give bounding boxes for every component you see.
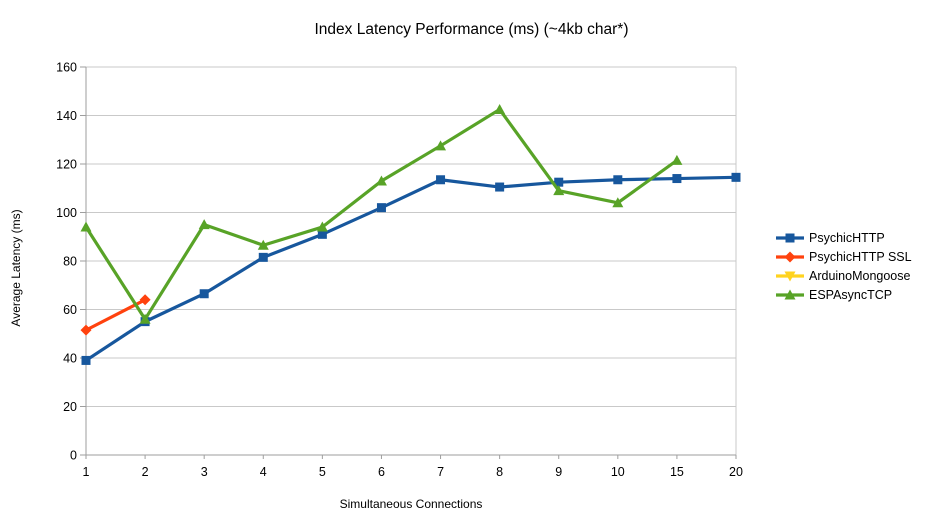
- series-marker: [784, 251, 796, 262]
- legend-label: ESPAsyncTCP: [809, 287, 893, 302]
- legend-item: PsychicHTTP: [776, 228, 912, 247]
- series-marker: [494, 103, 506, 114]
- legend-swatch-square-icon: [776, 233, 804, 242]
- series-marker: [257, 239, 269, 250]
- series-marker: [784, 271, 796, 281]
- series-marker: [316, 221, 328, 232]
- x-axis-tick-label: 2: [142, 465, 149, 479]
- series-marker: [139, 313, 151, 324]
- series-marker: [613, 175, 623, 185]
- y-axis-tick-label: 100: [56, 206, 77, 220]
- legend-item: ArduinoMongoose: [776, 266, 912, 285]
- legend: PsychicHTTP PsychicHTTP SSL ArduinoMongoos…: [776, 228, 912, 304]
- y-axis-tick-label: 80: [63, 255, 77, 269]
- series-marker: [435, 140, 447, 151]
- series-marker: [198, 219, 210, 230]
- x-axis-tick-label: 10: [611, 465, 625, 479]
- series-marker: [317, 229, 327, 239]
- series-marker: [199, 289, 209, 299]
- x-axis-tick-label: 6: [378, 465, 385, 479]
- y-axis-tick-label: 20: [63, 400, 77, 414]
- legend-swatch-triangle-down-icon: [776, 271, 804, 281]
- legend-swatch-triangle-up-icon: [776, 289, 804, 299]
- series-psychichttp: [81, 172, 741, 365]
- series-marker: [258, 252, 268, 262]
- legend-item: PsychicHTTP SSL: [776, 247, 912, 266]
- legend-label: PsychicHTTP SSL: [809, 249, 912, 264]
- series-marker: [553, 185, 565, 196]
- x-axis-tick-label: 1: [83, 465, 90, 479]
- series-espasynctcp: [80, 103, 683, 324]
- series-line: [84, 175, 738, 363]
- series-marker: [731, 172, 741, 182]
- series-marker: [139, 294, 151, 306]
- y-axis-tick-label: 160: [56, 61, 77, 75]
- series-marker: [495, 182, 505, 192]
- chart-title: Index Latency Performance (ms) (~4kb cha…: [314, 21, 629, 38]
- series-marker: [554, 177, 564, 187]
- series-marker: [376, 203, 386, 213]
- x-axis-tick-label: 9: [555, 465, 562, 479]
- series-marker: [375, 175, 387, 186]
- series-marker: [672, 174, 682, 184]
- series-marker: [80, 221, 92, 232]
- series-psychichttp-ssl: [80, 294, 151, 336]
- y-axis-tick-label: 40: [63, 352, 77, 366]
- x-axis-tick-label: 15: [670, 465, 684, 479]
- legend-label: ArduinoMongoose: [809, 268, 911, 283]
- series-marker: [81, 355, 91, 365]
- x-axis-tick-label: 5: [319, 465, 326, 479]
- y-axis-tick-label: 0: [70, 449, 77, 463]
- y-axis-tick-label: 120: [56, 158, 77, 172]
- x-axis-tick-label: 20: [729, 465, 743, 479]
- y-axis-tick-label: 140: [56, 109, 77, 123]
- y-axis-tick-label: 60: [63, 303, 77, 317]
- x-axis-title: Simultaneous Connections: [339, 497, 483, 511]
- legend-swatch-diamond-icon: [776, 251, 804, 262]
- x-axis-tick-label: 3: [201, 465, 208, 479]
- series-line: [84, 107, 679, 321]
- series-marker: [612, 197, 624, 208]
- legend-item: ESPAsyncTCP: [776, 285, 912, 304]
- x-axis-tick-label: 7: [437, 465, 444, 479]
- x-axis-tick-label: 8: [496, 465, 503, 479]
- x-axis-tick-label: 4: [260, 465, 267, 479]
- series-marker: [785, 233, 795, 242]
- series-marker: [436, 175, 446, 185]
- series-marker: [80, 324, 92, 336]
- series-marker: [671, 154, 683, 165]
- legend-label: PsychicHTTP: [809, 230, 885, 245]
- series-marker: [784, 289, 796, 299]
